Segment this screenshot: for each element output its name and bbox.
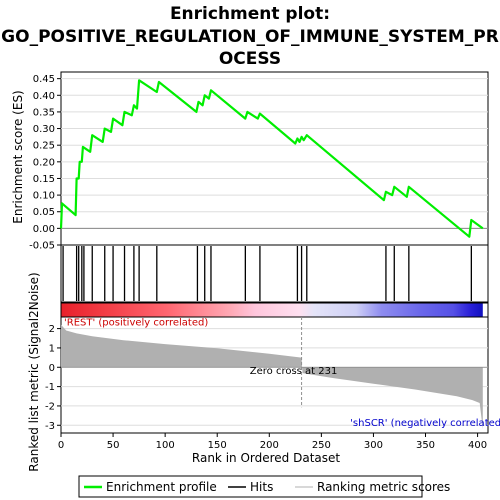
es-tick-label: 0.45 — [33, 74, 55, 85]
es-tick-label: -0.05 — [29, 241, 55, 252]
hits-panel — [60, 244, 489, 303]
legend-box — [78, 475, 423, 498]
es-tick-label: 0.05 — [33, 207, 55, 218]
es-panel: -0.05 0.00 0.05 0.10 0.15 0.20 0.25 0.30 0.35 0.4… — [29, 71, 489, 252]
legend-label: Enrichment profile — [106, 480, 217, 494]
ranking-metric-area — [61, 324, 483, 430]
hits-frame — [60, 244, 489, 303]
es-tick-label: 0.35 — [33, 107, 55, 118]
x-tick-label: 400 — [468, 440, 487, 451]
metric-tick-label: -1 — [45, 382, 55, 393]
y-axis-label-metric: Ranked list metric (Signal2Noise) — [27, 272, 41, 471]
metric-tick-label: -2 — [45, 401, 55, 412]
x-tick-label: 100 — [156, 440, 175, 451]
chart-title-line-3: OCESS — [219, 49, 281, 69]
x-tick-label: 200 — [260, 440, 279, 451]
legend-label: Hits — [250, 480, 273, 494]
x-tick-label: 300 — [364, 440, 383, 451]
es-tick-label: 0.40 — [33, 91, 55, 102]
x-axis-label: Rank in Ordered Dataset — [192, 451, 340, 465]
es-tick-label: 0.25 — [33, 141, 55, 152]
zero-cross-label: Zero cross at 231 — [250, 366, 338, 377]
positive-correlation-label: 'REST' (positively correlated) — [64, 318, 208, 329]
ranked-metric-panel: -3 -2 -1 0 1 2 'REST' (positively correlated) Z… — [45, 316, 500, 451]
legend: Enrichment profile Hits Ranking metric sco… — [78, 475, 450, 498]
enrichment-profile-line — [59, 79, 484, 238]
x-tick-label: 50 — [107, 440, 120, 451]
metric-tick-label: 0 — [49, 363, 55, 374]
legend-label: Ranking metric scores — [317, 480, 450, 494]
es-tick-label: 0.15 — [33, 174, 55, 185]
x-tick-label: 150 — [208, 440, 227, 451]
x-tick-label: 250 — [312, 440, 331, 451]
chart-title-line-2: GO_POSITIVE_REGULATION_OF_IMMUNE_SYSTEM_… — [1, 27, 499, 47]
es-tick-label: 0.30 — [33, 124, 55, 135]
metric-tick-label: 1 — [49, 343, 55, 354]
metric-tick-label: -3 — [45, 421, 55, 432]
chart-title-line-1: Enrichment plot: — [170, 4, 330, 24]
x-tick-label: 350 — [416, 440, 435, 451]
es-plot-frame — [60, 71, 489, 246]
heat-bar — [61, 303, 483, 317]
es-tick-label: 0.00 — [33, 224, 55, 235]
correlation-heat-bar — [60, 302, 489, 318]
negative-correlation-label: 'shSCR' (negatively correlated) — [350, 418, 500, 429]
x-tick-label: 0 — [58, 440, 64, 451]
es-tick-label: 0.20 — [33, 157, 55, 168]
es-tick-label: 0.10 — [33, 191, 55, 202]
y-axis-label-es: Enrichment score (ES) — [11, 90, 25, 223]
metric-tick-label: 2 — [49, 324, 55, 335]
